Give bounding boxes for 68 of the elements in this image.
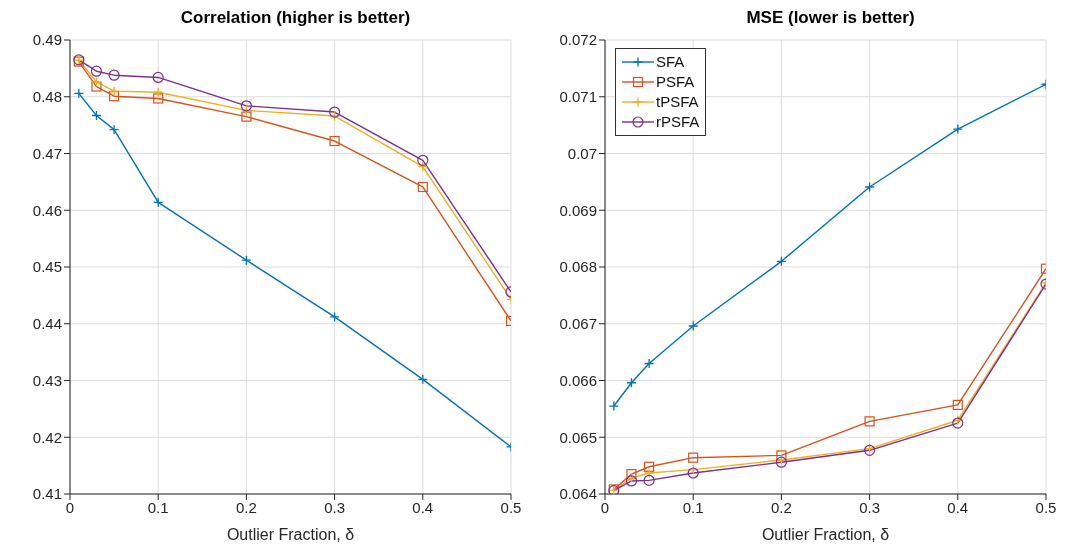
point (91, 76, 102, 88)
y-tick-label: 0.068 (559, 258, 597, 276)
x-tick-label: 0.1 (682, 498, 704, 516)
point (687, 467, 699, 479)
point (152, 71, 164, 84)
legend-label: tPSFA (656, 92, 699, 112)
point (329, 311, 340, 323)
point (643, 474, 655, 486)
y-tick-label: 0.43 (32, 371, 62, 389)
x-tick-label: 0.2 (235, 498, 257, 516)
y-tick-label: 0.42 (32, 428, 62, 446)
point (329, 106, 341, 118)
y-tick-label: 0.49 (32, 31, 62, 49)
y-tick-label: 0.069 (559, 201, 597, 219)
point (417, 154, 429, 166)
chart-title: Correlation (higher is better) (179, 8, 412, 29)
y-tick-label: 0.46 (32, 201, 62, 219)
point (90, 65, 103, 77)
point (626, 469, 637, 480)
legend-label: rPSFA (656, 112, 700, 132)
y-tick-label: 0.066 (559, 371, 597, 389)
point (240, 100, 252, 112)
point (688, 320, 699, 332)
point (417, 181, 428, 193)
point (643, 358, 655, 369)
y-tick-label: 0.48 (32, 88, 62, 106)
x-tick-label: 0.2 (770, 498, 792, 516)
x-axis-title: Outlier Fraction, δ (226, 526, 355, 543)
legend-label: SFA (656, 52, 685, 72)
y-tick-label: 0.07 (567, 144, 597, 162)
x-tick-label: 0 (600, 498, 610, 516)
point (952, 399, 963, 410)
point (108, 124, 120, 135)
y-tick-label: 0.47 (32, 144, 62, 162)
x-tick-label: 0.3 (324, 498, 346, 516)
point (864, 416, 875, 427)
point (109, 91, 120, 102)
y-tick-label: 0.064 (559, 485, 597, 503)
point (776, 450, 787, 461)
chart-title: MSE (lower is better) (745, 8, 916, 29)
y-tick-label: 0.065 (559, 428, 597, 446)
y-tick-label: 0.44 (32, 315, 62, 333)
legend-label: PSFA (656, 72, 695, 92)
y-tick-label: 0.45 (32, 258, 62, 276)
x-tick-label: 0.4 (412, 498, 434, 516)
x-axis-title: Outlier Fraction, δ (761, 526, 890, 543)
point (952, 123, 963, 135)
x-tick-label: 0 (65, 498, 75, 516)
x-tick-label: 0.5 (500, 498, 522, 516)
point (108, 69, 120, 81)
point (643, 467, 655, 479)
point (153, 93, 164, 104)
x-tick-label: 0.4 (947, 498, 969, 516)
point (241, 111, 252, 122)
y-tick-label: 0.067 (559, 315, 597, 333)
x-tick-label: 0.5 (1035, 498, 1057, 516)
y-tick-label: 0.072 (559, 31, 597, 49)
x-tick-label: 0.3 (859, 498, 881, 516)
point (91, 81, 102, 92)
point (644, 461, 655, 472)
point (108, 85, 120, 97)
y-tick-label: 0.41 (32, 485, 62, 503)
point (608, 400, 619, 412)
x-tick-label: 0.1 (147, 498, 169, 516)
point (864, 181, 875, 193)
point (688, 452, 699, 463)
y-tick-label: 0.071 (559, 88, 597, 106)
point (329, 135, 340, 147)
